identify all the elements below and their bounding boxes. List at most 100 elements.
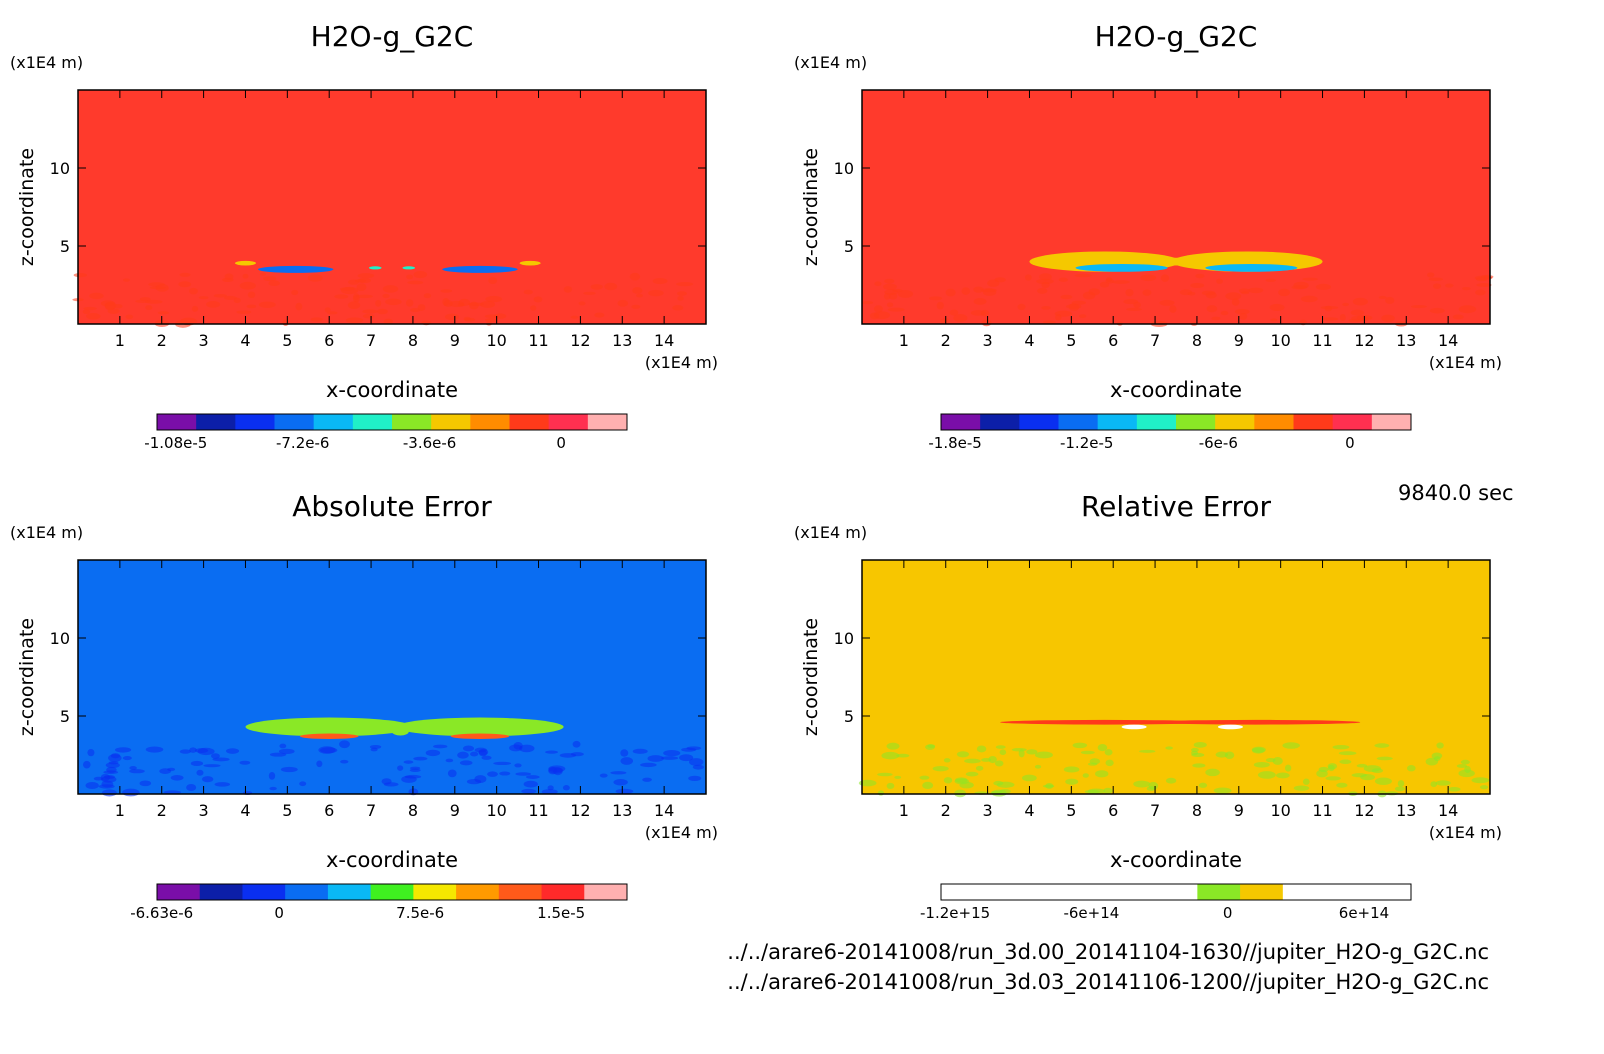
speckle-mark — [973, 297, 987, 305]
speckle-mark — [1148, 781, 1159, 790]
speckle-mark — [922, 781, 934, 790]
speckle-mark — [347, 301, 361, 309]
speckle-mark — [1058, 277, 1069, 282]
x-tick-label: 8 — [408, 331, 418, 350]
y-tick-label: 10 — [50, 159, 70, 178]
speckle-mark — [362, 309, 378, 314]
speckle-mark — [1215, 751, 1228, 758]
speckle-mark — [1111, 280, 1130, 284]
speckle-mark — [1234, 308, 1250, 315]
x-tick-label: 14 — [654, 801, 674, 820]
y-unit-label: (x1E4 m) — [10, 523, 83, 542]
speckle-mark — [874, 281, 882, 287]
speckle-mark — [1095, 770, 1109, 778]
colorbar-segment — [1254, 414, 1294, 430]
speckle-mark — [927, 744, 936, 748]
x-tick-label: 7 — [366, 331, 376, 350]
colorbar-segment — [470, 414, 510, 430]
x-tick-label: 9 — [1234, 331, 1244, 350]
speckle-mark — [484, 318, 497, 323]
x-unit-label: (x1E4 m) — [1429, 353, 1502, 372]
speckle-mark — [981, 758, 992, 762]
speckle-mark — [1142, 289, 1152, 296]
x-tick-label: 8 — [408, 801, 418, 820]
x-tick-label: 3 — [983, 331, 993, 350]
speckle-mark — [1318, 766, 1329, 773]
speckle-mark — [1024, 274, 1032, 281]
speckle-mark — [201, 776, 214, 783]
colorbar-segment — [235, 414, 275, 430]
colorbar-label: 0 — [1345, 434, 1355, 452]
speckle-mark — [873, 305, 883, 313]
speckle-mark — [1139, 749, 1156, 753]
speckle-mark — [988, 756, 997, 764]
colorbar-segment — [541, 884, 585, 900]
plot-frame — [77, 559, 707, 795]
speckle-mark — [970, 309, 986, 316]
speckle-mark — [1475, 289, 1486, 296]
speckle-mark — [318, 746, 336, 754]
chart-panel-3: Absolute Error(x1E4 m)1 2 3 4 5 6 7 8 9 10 11 12 13 1… — [10, 490, 718, 922]
colorbar-segment — [498, 884, 543, 900]
speckle-mark — [145, 305, 153, 311]
plot-field — [78, 560, 706, 794]
speckle-mark — [179, 272, 191, 277]
speckle-mark — [189, 287, 198, 295]
speckle-mark — [280, 766, 298, 773]
colorbar-frame — [940, 883, 1412, 901]
speckle-mark — [155, 283, 169, 292]
y-tick-label: 10 — [834, 159, 854, 178]
speckle-mark — [945, 288, 956, 297]
speckle-mark — [410, 307, 421, 313]
x-tick-label: 9 — [1234, 801, 1244, 820]
speckle-mark — [515, 772, 532, 776]
x-tick-label: 6 — [324, 801, 334, 820]
speckle-mark — [340, 759, 349, 764]
speckle-mark — [259, 272, 267, 276]
speckle-mark — [1037, 287, 1048, 294]
speckle-mark — [179, 749, 191, 754]
speckle-layer — [861, 272, 1494, 328]
speckle-mark — [1192, 763, 1206, 768]
speckle-mark — [487, 771, 498, 777]
speckle-mark — [382, 285, 399, 293]
chart-title: H2O-g_G2C — [1095, 20, 1258, 53]
speckle-mark — [212, 757, 230, 762]
y-tick-label: 5 — [844, 707, 854, 726]
speckle-mark — [1410, 304, 1427, 309]
colorbar-segment — [509, 414, 550, 430]
speckle-mark — [1248, 287, 1264, 294]
field-feature — [402, 266, 416, 270]
speckle-mark — [210, 753, 220, 759]
speckle-mark — [462, 745, 475, 752]
speckle-mark — [107, 308, 120, 315]
speckle-mark — [1378, 295, 1387, 299]
speckle-mark — [1432, 283, 1442, 289]
speckle-mark — [1475, 277, 1488, 282]
colorbar-segment — [1215, 414, 1255, 430]
speckle-mark — [339, 287, 355, 291]
speckle-mark — [1036, 278, 1054, 285]
x-tick-label: 10 — [1270, 331, 1290, 350]
speckle-mark — [1315, 283, 1332, 291]
speckle-mark — [470, 751, 479, 757]
speckle-mark — [1381, 314, 1395, 322]
speckle-mark — [1265, 758, 1276, 763]
speckle-mark — [122, 788, 140, 797]
speckle-mark — [196, 769, 204, 776]
speckle-mark — [559, 753, 577, 758]
speckle-mark — [672, 305, 684, 311]
plot-frame — [77, 89, 707, 325]
speckle-mark — [1276, 772, 1290, 779]
colorbar-segment — [392, 414, 432, 430]
speckle-mark — [1191, 752, 1205, 757]
speckle-mark — [413, 271, 428, 279]
speckle-layer — [82, 740, 704, 797]
field-feature — [450, 733, 510, 740]
speckle-mark — [953, 314, 968, 322]
field-feature — [519, 260, 541, 266]
speckle-mark — [413, 756, 428, 761]
colorbar-segment — [157, 414, 197, 430]
colorbar-segment — [431, 414, 471, 430]
speckle-mark — [268, 280, 280, 287]
